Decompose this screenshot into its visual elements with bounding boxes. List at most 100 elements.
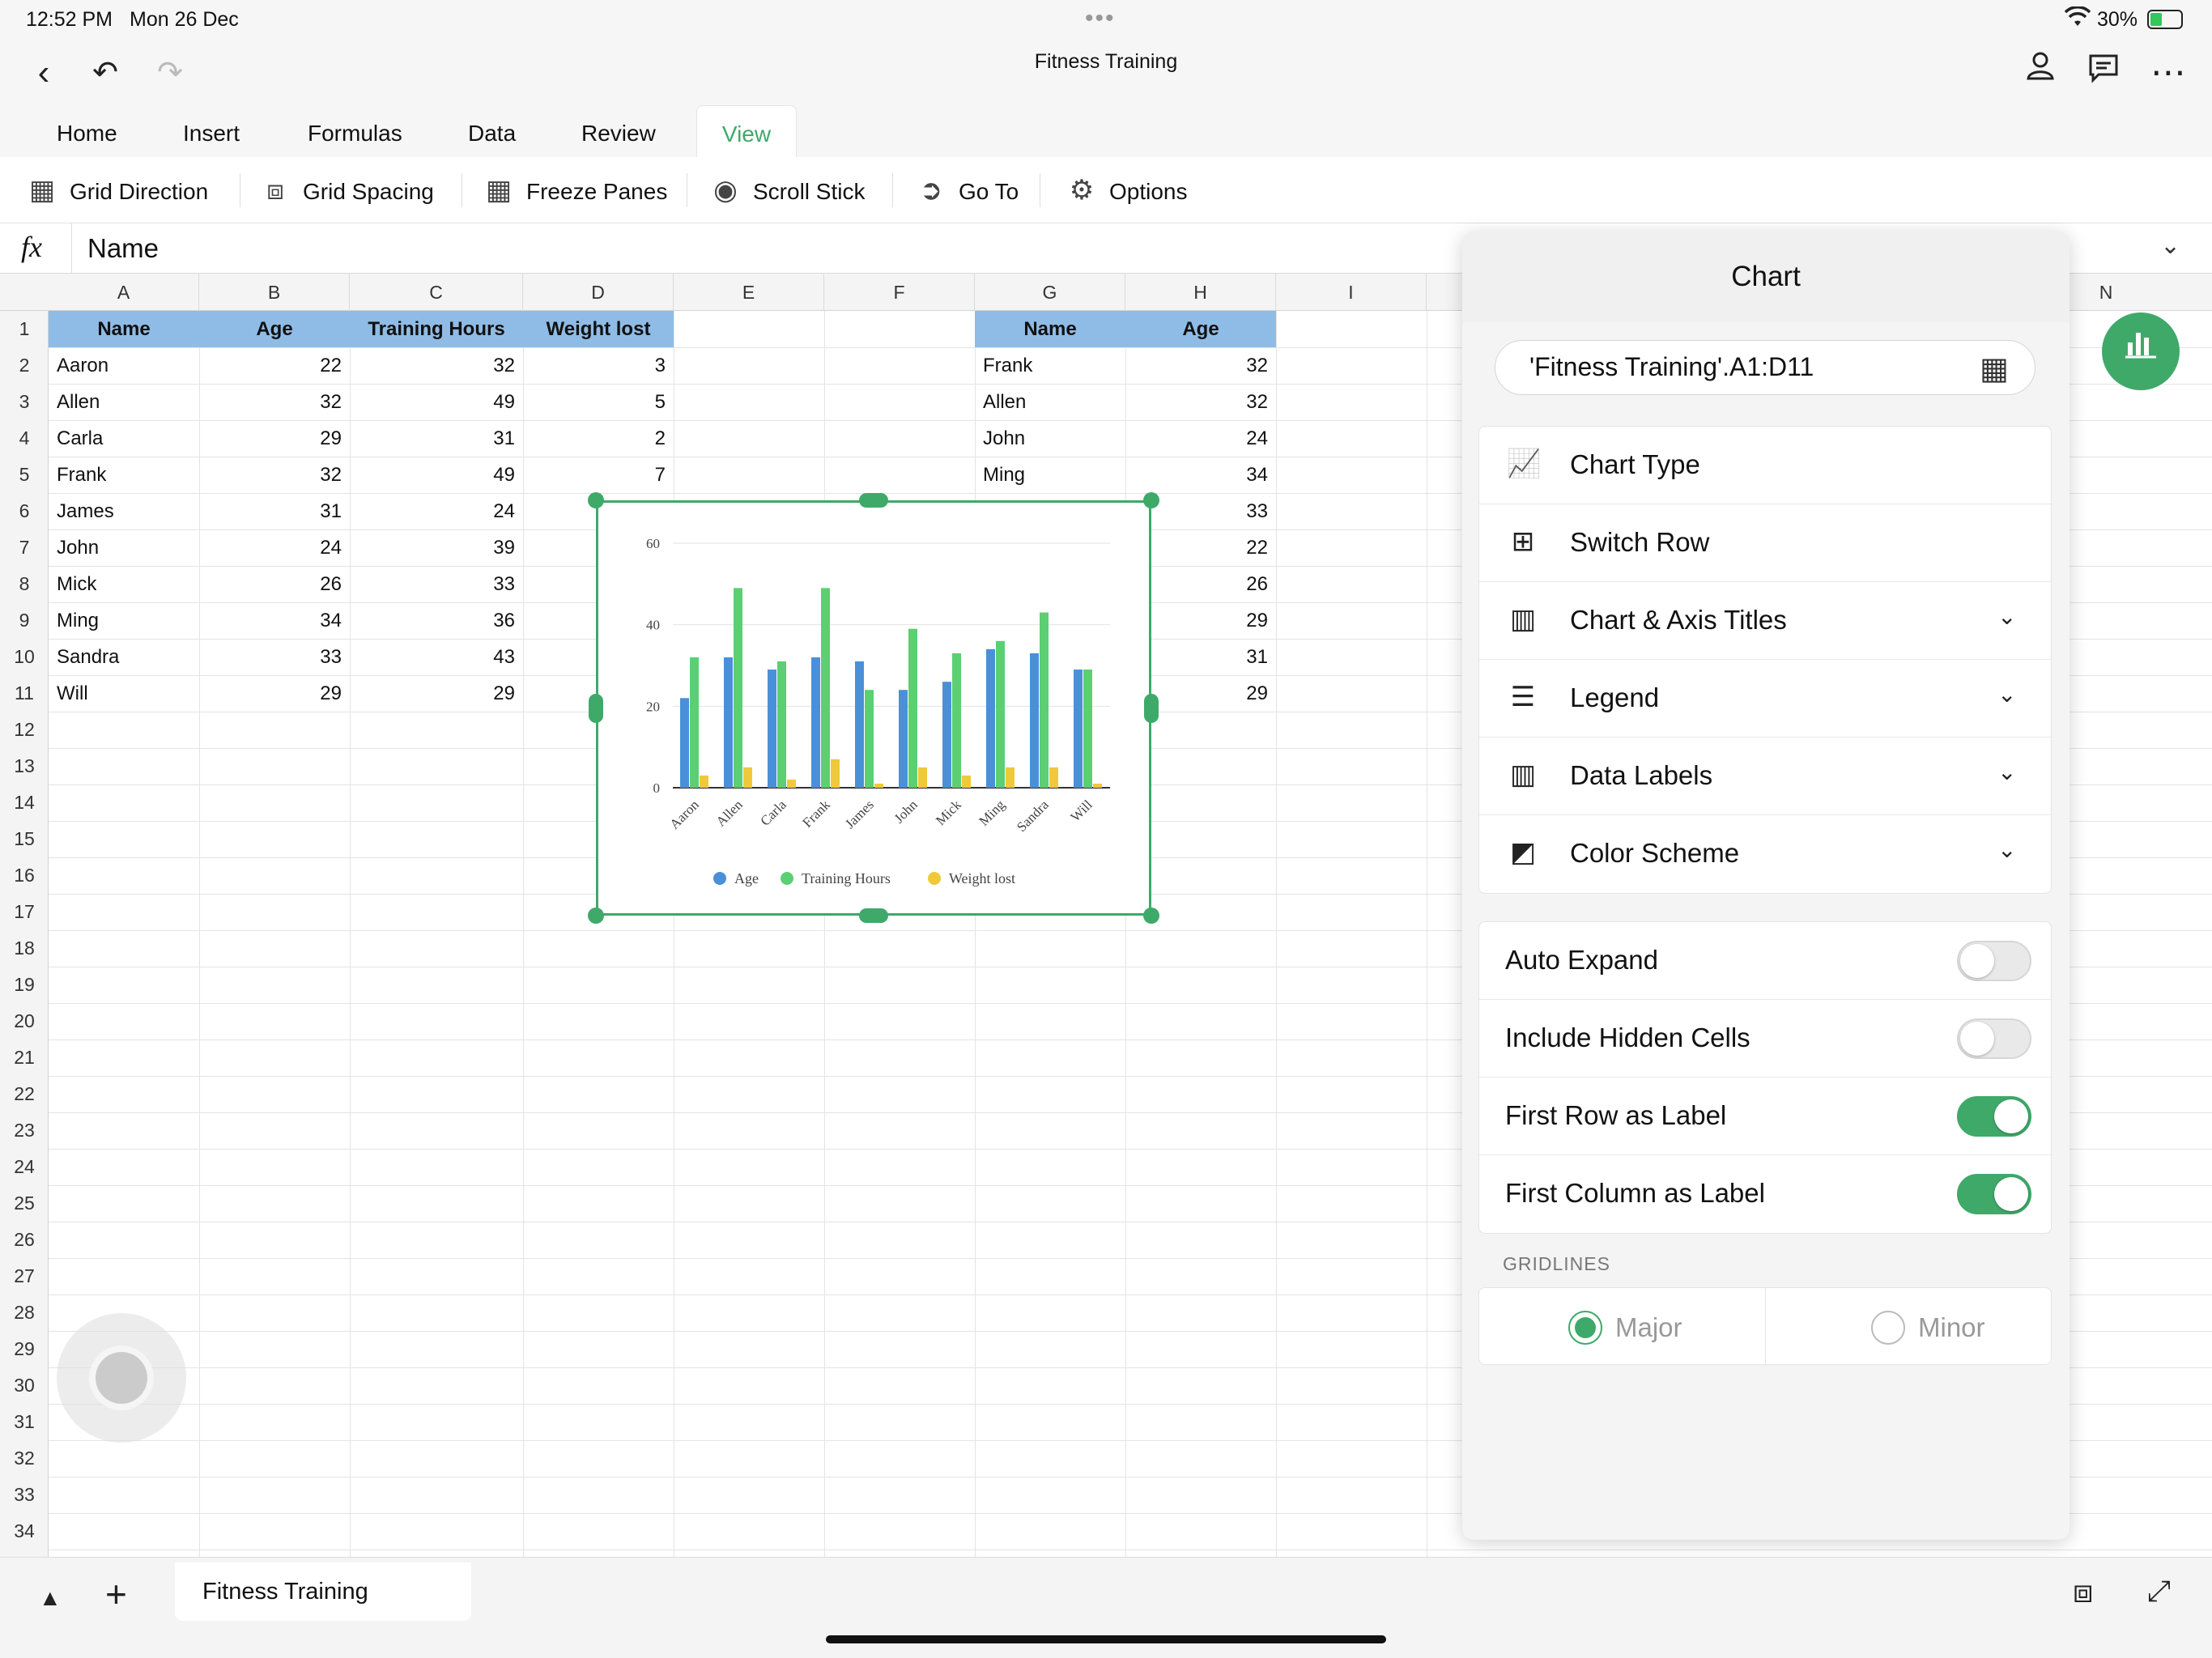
table-cell[interactable]: 32 [493, 355, 515, 376]
more-icon[interactable]: ⋯ [2150, 53, 2186, 92]
table-header-cell[interactable]: Training Hours [350, 311, 523, 347]
table-header-cell[interactable]: Age [1125, 311, 1276, 347]
tab-view[interactable]: View [696, 105, 797, 157]
row-header[interactable]: 34 [14, 1520, 35, 1541]
tab-data[interactable]: Data [468, 121, 517, 146]
edge-resize-handle[interactable] [859, 493, 888, 508]
gridlines-minor-option[interactable]: Minor [1766, 1288, 2052, 1366]
table-cell[interactable]: 29 [320, 427, 342, 449]
table-cell[interactable]: 34 [1246, 464, 1268, 486]
table-cell[interactable]: John [983, 427, 1026, 449]
tab-home[interactable]: Home [57, 121, 117, 146]
undo-icon[interactable]: ↶ [92, 56, 118, 90]
table-cell[interactable]: 5 [654, 391, 666, 413]
formula-input[interactable]: Name [87, 233, 160, 263]
edge-resize-handle[interactable] [1144, 693, 1159, 723]
table-cell[interactable]: 32 [1246, 391, 1268, 413]
table-header-cell[interactable]: Weight lost [523, 311, 674, 347]
table-cell[interactable]: 29 [493, 682, 515, 704]
table-cell[interactable]: 33 [320, 646, 342, 668]
toggle-switch[interactable] [1957, 1096, 2031, 1137]
collaborate-icon[interactable] [2016, 49, 2065, 97]
tab-insert[interactable]: Insert [183, 121, 240, 146]
row-header[interactable]: 29 [14, 1338, 35, 1359]
table-cell[interactable]: 31 [1246, 646, 1268, 668]
row-header[interactable]: 1 [19, 318, 30, 339]
row-header[interactable]: 13 [14, 755, 35, 776]
row-header[interactable]: 15 [14, 828, 35, 849]
row-header[interactable]: 19 [14, 974, 35, 995]
row-header[interactable]: 32 [14, 1448, 35, 1469]
row-header[interactable]: 18 [14, 937, 35, 959]
table-cell[interactable]: Mick [57, 573, 97, 595]
row-header[interactable]: 20 [14, 1010, 35, 1031]
menu-item-legend[interactable]: ☰ Legend ⌄ [1479, 660, 2052, 738]
row-header[interactable]: 12 [14, 719, 35, 740]
column-header-c[interactable]: C [350, 274, 523, 311]
row-header[interactable]: 31 [14, 1411, 35, 1432]
bar-chart[interactable]: 0 20 40 60 Aaron Allen Carla Frank James John Mick… [596, 500, 1151, 916]
table-cell[interactable]: Sandra [57, 646, 120, 668]
row-header[interactable]: 17 [14, 901, 35, 922]
options-button[interactable]: ⚙ Options [1066, 157, 1188, 223]
row-header[interactable]: 30 [14, 1375, 35, 1396]
column-header-d[interactable]: D [523, 274, 674, 311]
row-header[interactable]: 28 [14, 1302, 35, 1323]
table-cell[interactable]: 31 [320, 500, 342, 522]
table-cell[interactable]: Allen [57, 391, 100, 413]
edge-resize-handle[interactable] [859, 908, 888, 923]
grid-spacing-button[interactable]: ⧈ Grid Spacing [259, 157, 434, 223]
table-cell[interactable]: 34 [320, 610, 342, 631]
table-cell[interactable]: 43 [493, 646, 515, 668]
row-header[interactable]: 16 [14, 865, 35, 886]
row-header[interactable]: 23 [14, 1120, 35, 1141]
gridlines-major-option[interactable]: Major [1479, 1288, 1766, 1366]
menu-item-chart-type[interactable]: 📈 Chart Type [1479, 427, 2052, 504]
table-cell[interactable]: 29 [320, 682, 342, 704]
corner-resize-handle[interactable] [1143, 492, 1159, 508]
table-cell[interactable]: 32 [1246, 355, 1268, 376]
data-range-field[interactable]: 'Fitness Training'.A1:D11 ▦ [1495, 340, 2035, 395]
row-header[interactable]: 26 [14, 1229, 35, 1250]
row-header[interactable]: 6 [19, 500, 30, 521]
table-cell[interactable]: 22 [320, 355, 342, 376]
row-header[interactable]: 25 [14, 1192, 35, 1214]
back-icon[interactable]: ‹ [37, 53, 50, 92]
redo-icon[interactable]: ↷ [157, 56, 183, 90]
corner-resize-handle[interactable] [588, 908, 604, 924]
row-header[interactable]: 7 [19, 537, 30, 558]
row-header[interactable]: 3 [19, 391, 30, 412]
chart-panel-toggle-button[interactable] [2102, 312, 2180, 390]
row-header[interactable]: 8 [19, 573, 30, 594]
table-cell[interactable]: Ming [57, 610, 100, 631]
table-cell[interactable]: 33 [1246, 500, 1268, 522]
table-cell[interactable]: 49 [493, 464, 515, 486]
table-cell[interactable]: 36 [493, 610, 515, 631]
table-cell[interactable]: Carla [57, 427, 104, 449]
column-header-e[interactable]: E [674, 274, 824, 311]
table-cell[interactable]: Aaron [57, 355, 109, 376]
table-cell[interactable]: 31 [493, 427, 515, 449]
row-header[interactable]: 24 [14, 1156, 35, 1177]
column-header-g[interactable]: G [975, 274, 1125, 311]
row-header[interactable]: 27 [14, 1265, 35, 1286]
table-cell[interactable]: Allen [983, 391, 1027, 413]
table-cell[interactable]: 24 [493, 500, 515, 522]
corner-resize-handle[interactable] [588, 492, 604, 508]
table-cell[interactable]: John [57, 537, 100, 559]
table-cell[interactable]: James [57, 500, 114, 522]
grid-spacing-icon[interactable]: ⧈ [2073, 1574, 2094, 1609]
toggle-switch[interactable] [1957, 941, 2031, 981]
scroll-joystick[interactable] [57, 1313, 186, 1443]
sheet-tab[interactable]: Fitness Training [175, 1562, 471, 1621]
menu-item-switch-row[interactable]: ⊞ Switch Row [1479, 504, 2052, 582]
table-header-cell[interactable]: Name [49, 311, 199, 347]
menu-item-color-scheme[interactable]: ◩ Color Scheme ⌄ [1479, 815, 2052, 893]
table-cell[interactable]: 2 [654, 427, 666, 449]
toggle-switch[interactable] [1957, 1018, 2031, 1059]
corner-resize-handle[interactable] [1143, 908, 1159, 924]
chevron-down-icon[interactable]: ⌄ [2160, 232, 2181, 259]
table-header-cell[interactable]: Name [975, 311, 1125, 347]
row-header[interactable]: 22 [14, 1083, 35, 1104]
table-cell[interactable]: 32 [320, 391, 342, 413]
